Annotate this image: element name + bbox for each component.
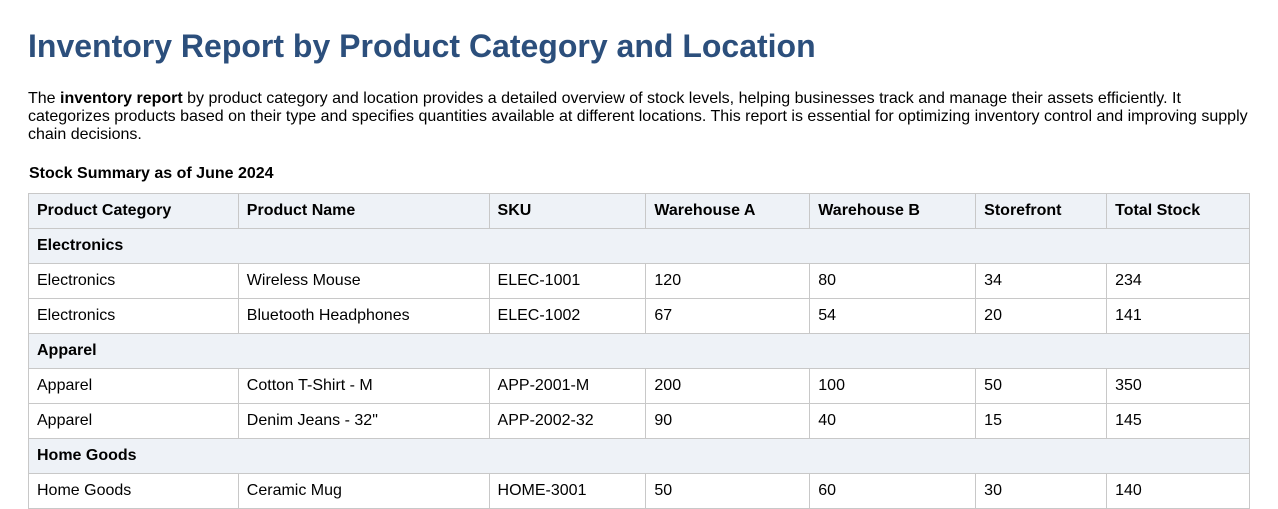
col-header-warehouse-b: Warehouse B — [809, 193, 977, 229]
table-row: Electronics Wireless Mouse ELEC-1001 120… — [28, 263, 1250, 299]
cell-warehouse-b: 60 — [809, 473, 977, 509]
group-label: Electronics — [28, 228, 1250, 264]
col-header-product-name: Product Name — [237, 193, 490, 229]
cell-total-stock: 141 — [1106, 298, 1250, 334]
col-header-sku: SKU — [488, 193, 647, 229]
cell-total-stock: 140 — [1106, 473, 1250, 509]
group-row-home-goods: Home Goods — [28, 438, 1250, 474]
cell-warehouse-a: 90 — [645, 403, 811, 439]
cell-storefront: 20 — [975, 298, 1108, 334]
table-row: Electronics Bluetooth Headphones ELEC-10… — [28, 298, 1250, 334]
table-row: Apparel Denim Jeans - 32" APP-2002-32 90… — [28, 403, 1250, 439]
col-header-product-category: Product Category — [28, 193, 239, 229]
table-caption: Stock Summary as of June 2024 — [29, 165, 274, 182]
cell-sku: APP-2001-M — [488, 368, 647, 404]
cell-category: Electronics — [28, 263, 239, 299]
intro-prefix: The — [28, 90, 61, 107]
cell-category: Apparel — [28, 368, 239, 404]
cell-warehouse-a: 67 — [645, 298, 811, 334]
col-header-warehouse-a: Warehouse A — [645, 193, 811, 229]
cell-product-name: Bluetooth Headphones — [237, 298, 490, 334]
cell-category: Home Goods — [28, 473, 239, 509]
group-row-electronics: Electronics — [28, 228, 1250, 264]
cell-storefront: 50 — [975, 368, 1108, 404]
cell-sku: ELEC-1001 — [488, 263, 647, 299]
group-label: Home Goods — [28, 438, 1250, 474]
cell-category: Electronics — [28, 298, 239, 334]
cell-warehouse-a: 200 — [645, 368, 811, 404]
intro-paragraph: The inventory report by product category… — [28, 90, 1250, 144]
cell-total-stock: 350 — [1106, 368, 1250, 404]
cell-product-name: Wireless Mouse — [237, 263, 490, 299]
cell-product-name: Ceramic Mug — [237, 473, 490, 509]
cell-category: Apparel — [28, 403, 239, 439]
cell-product-name: Cotton T-Shirt - M — [237, 368, 490, 404]
inventory-table: Product Category Product Name SKU Wareho… — [28, 193, 1250, 509]
col-header-total-stock: Total Stock — [1106, 193, 1250, 229]
intro-bold-term: inventory report — [60, 90, 183, 107]
table-body: Electronics Electronics Wireless Mouse E… — [28, 228, 1250, 509]
col-header-storefront: Storefront — [975, 193, 1108, 229]
page-title: Inventory Report by Product Category and… — [28, 28, 816, 64]
table-head: Product Category Product Name SKU Wareho… — [28, 193, 1250, 229]
cell-total-stock: 234 — [1106, 263, 1250, 299]
cell-sku: ELEC-1002 — [488, 298, 647, 334]
cell-warehouse-b: 80 — [809, 263, 977, 299]
cell-warehouse-a: 50 — [645, 473, 811, 509]
cell-warehouse-a: 120 — [645, 263, 811, 299]
cell-storefront: 30 — [975, 473, 1108, 509]
cell-warehouse-b: 54 — [809, 298, 977, 334]
cell-sku: APP-2002-32 — [488, 403, 647, 439]
cell-total-stock: 145 — [1106, 403, 1250, 439]
cell-storefront: 15 — [975, 403, 1108, 439]
cell-warehouse-b: 40 — [809, 403, 977, 439]
header-row: Product Category Product Name SKU Wareho… — [28, 193, 1250, 229]
cell-product-name: Denim Jeans - 32" — [237, 403, 490, 439]
group-row-apparel: Apparel — [28, 333, 1250, 369]
cell-warehouse-b: 100 — [809, 368, 977, 404]
intro-suffix: by product category and location provide… — [28, 90, 1248, 143]
cell-storefront: 34 — [975, 263, 1108, 299]
group-label: Apparel — [28, 333, 1250, 369]
table-row: Apparel Cotton T-Shirt - M APP-2001-M 20… — [28, 368, 1250, 404]
table-row: Home Goods Ceramic Mug HOME-3001 50 60 3… — [28, 473, 1250, 509]
cell-sku: HOME-3001 — [488, 473, 647, 509]
